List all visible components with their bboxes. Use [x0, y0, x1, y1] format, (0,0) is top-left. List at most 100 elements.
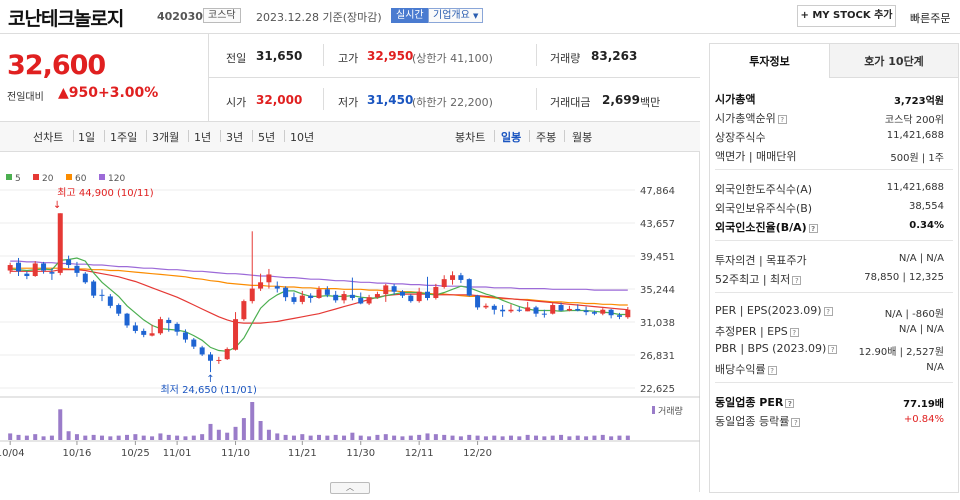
info-value: 12.90배 | 2,527원: [858, 347, 944, 358]
chart-legend: 5 20 60 120: [6, 174, 125, 184]
volume-bar: [166, 434, 171, 440]
info-help-icon[interactable]: ?: [823, 306, 833, 316]
realtime-button[interactable]: 실시간: [391, 8, 429, 23]
candle-monthly[interactable]: 월봉: [572, 131, 593, 144]
volume-bar: [559, 434, 564, 440]
volume-bar: [350, 432, 355, 440]
info-help-icon[interactable]: ?: [767, 365, 777, 375]
info-label: 투자의견 | 목표주가: [715, 254, 807, 267]
high-value: 32,950: [367, 49, 414, 63]
info-value: 코스닥 200위: [884, 115, 944, 126]
ma-line-5: [10, 257, 628, 352]
candle-daily[interactable]: 일봉: [501, 131, 522, 144]
volume-bar: [41, 436, 46, 440]
volume-legend-label: 거래량: [658, 405, 683, 417]
info-label: 액면가 | 매매단위: [715, 150, 797, 163]
info-help-icon[interactable]: ?: [789, 327, 799, 337]
candle-body: [566, 308, 572, 311]
period-3y[interactable]: 3년: [226, 131, 244, 144]
info-label: 외국인한도주식수(A): [715, 183, 813, 196]
volume-bar: [617, 435, 622, 440]
volume-bar: [625, 435, 630, 440]
candle-body: [450, 275, 456, 280]
candle-body: [500, 309, 506, 312]
volume-bar: [58, 409, 63, 440]
candle-body: [249, 288, 255, 302]
candle-body: [224, 348, 230, 360]
volume-bar: [483, 436, 488, 440]
tab-invest-info[interactable]: 투자정보: [709, 43, 830, 78]
x-tick-label: 12/11: [405, 448, 434, 459]
info-value: +0.84%: [903, 414, 944, 425]
add-my-stock-button[interactable]: + MY STOCK 추가: [797, 5, 896, 27]
chart-expand-handle[interactable]: ︿: [330, 482, 370, 494]
volume-bar: [133, 434, 138, 440]
info-label: PBR | BPS (2023.09)?: [715, 342, 838, 355]
volume-bar: [191, 435, 196, 440]
info-help-icon[interactable]: ?: [785, 398, 795, 408]
candle-body: [416, 291, 422, 302]
candle-body: [583, 310, 589, 313]
volume-bar: [291, 435, 296, 440]
volume-bar: [517, 436, 522, 440]
company-info-dropdown[interactable]: 기업개요 ▼: [428, 8, 484, 23]
volume-bar: [433, 434, 438, 440]
info-label: 배당수익률?: [715, 361, 777, 377]
volume-bar: [317, 434, 321, 440]
lower-limit: (하한가 22,200): [412, 96, 493, 109]
chevron-up-icon: ︿: [346, 483, 354, 492]
info-label: PER | EPS(2023.09)?: [715, 304, 833, 317]
candlesticks: [7, 213, 631, 373]
info-label: 외국인소진율(B/A)?: [715, 219, 818, 235]
high-annotation: 최고 44,900 (10/11): [57, 187, 153, 199]
candle-body: [475, 295, 481, 308]
info-help-icon[interactable]: ?: [791, 417, 801, 427]
ma-line-20: [10, 269, 628, 324]
period-1w[interactable]: 1주일: [110, 131, 138, 144]
y-tick-label: 22,625: [640, 384, 675, 395]
period-3m[interactable]: 3개월: [152, 131, 180, 144]
info-label: 동일업종 등락률?: [715, 413, 801, 429]
candle-body: [399, 291, 405, 296]
info-help-icon[interactable]: ?: [828, 344, 838, 354]
period-10y[interactable]: 10년: [290, 131, 315, 144]
period-1y[interactable]: 1년: [194, 131, 212, 144]
candle-body: [274, 286, 280, 289]
volume-bar: [49, 435, 54, 440]
quick-order-link[interactable]: 빠른주문: [910, 12, 951, 25]
info-label: 외국인보유주식수(B): [715, 202, 813, 215]
candle-body: [149, 333, 155, 336]
candle-body: [591, 312, 597, 314]
stock-code: 402030: [157, 10, 203, 23]
divider: [188, 130, 189, 142]
candle-body: [266, 274, 272, 283]
volume-bar: [467, 434, 472, 440]
candle-body: [207, 354, 213, 361]
info-help-icon[interactable]: ?: [808, 223, 818, 233]
volume-label: 거래량: [550, 52, 581, 65]
candle-body: [508, 309, 514, 312]
candle-body: [132, 325, 138, 331]
info-help-icon[interactable]: ?: [777, 114, 787, 124]
info-value: N/A | N/A: [898, 324, 944, 335]
volume-bar: [550, 435, 555, 440]
y-tick-label: 43,657: [640, 219, 675, 230]
candle-weekly[interactable]: 주봉: [536, 131, 557, 144]
line-chart-button[interactable]: 선차트: [33, 131, 64, 144]
divider: [323, 88, 324, 110]
volume-bar: [141, 435, 146, 440]
company-info-label: 기업개요: [433, 10, 470, 21]
period-5y[interactable]: 5년: [258, 131, 276, 144]
info-help-icon[interactable]: ?: [792, 275, 802, 285]
period-1d[interactable]: 1일: [78, 131, 96, 144]
moving-averages: [10, 257, 628, 352]
y-tick-label: 35,244: [640, 285, 675, 296]
info-value: 3,723억원: [893, 96, 944, 107]
candle-body: [233, 319, 239, 350]
volume-bar: [200, 434, 205, 440]
low-annotation: 최저 24,650 (11/01): [160, 384, 256, 396]
market-badge: 코스닥: [203, 8, 241, 23]
stock-chart[interactable]: 5 20 60 120 거래량 47,864 43,657 39,451 35,244 31,…: [0, 152, 700, 482]
candle-body: [191, 339, 197, 347]
tab-orderbook[interactable]: 호가 10단계: [829, 43, 959, 78]
